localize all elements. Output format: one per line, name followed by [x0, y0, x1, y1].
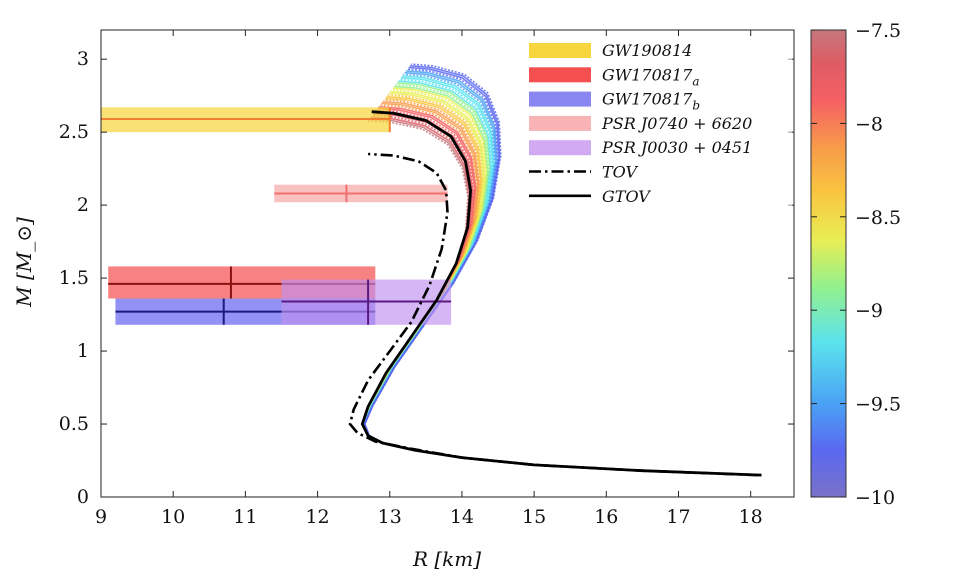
- legend-label: PSR J0740 + 6620: [601, 114, 752, 133]
- legend-label: GW170817a: [602, 65, 699, 88]
- legend-label: GW170817b: [602, 90, 700, 113]
- x-tick-label: 13: [378, 506, 402, 528]
- plot-frame: [100, 29, 795, 498]
- colorbar-ticks: −7.5 −8 −8.5 −9 −9.5 −10: [811, 20, 901, 509]
- colorbar-tick-label: −9: [855, 300, 883, 322]
- y-tick-label: 2: [77, 194, 89, 216]
- tov-curve: [348, 152, 758, 477]
- x-tick-label: 18: [739, 506, 763, 528]
- x-tick-label: 12: [305, 506, 329, 528]
- y-axis: 0 0.5 1 1.5 2 2.5 3: [59, 48, 794, 508]
- y-tick-label: 1.5: [59, 267, 89, 289]
- x-axis: 9 10 11 12 13 14 15 16 17 18: [95, 30, 763, 528]
- legend-swatch: [529, 115, 591, 131]
- x-axis-title: R [km]: [412, 547, 481, 571]
- legend-swatch: [529, 140, 591, 156]
- x-tick-label: 11: [233, 506, 257, 528]
- y-axis-title: M [M_⊙]: [12, 217, 36, 308]
- colorbar-tick-label: −10: [855, 487, 895, 509]
- gtov-curve: [360, 110, 762, 477]
- y-tick-label: 2.5: [59, 121, 89, 143]
- x-tick-label: 17: [666, 506, 690, 528]
- y-tick-label: 0.5: [59, 413, 89, 435]
- colorbar-tick-label: −8: [855, 113, 883, 135]
- colorbar-tick-label: −9.5: [855, 394, 901, 416]
- colorbar: −7.5 −8 −8.5 −9 −9.5 −10: [810, 20, 901, 509]
- main-curves: [348, 110, 762, 477]
- legend-swatch: [529, 43, 591, 58]
- plot-area: [101, 63, 762, 477]
- legend-label: GTOV: [602, 187, 651, 206]
- legend-label: PSR J0030 + 0451: [601, 138, 752, 157]
- colorbar-tick-label: −8.5: [855, 207, 901, 229]
- y-tick-label: 1: [77, 340, 89, 362]
- y-tick-label: 0: [77, 486, 89, 508]
- legend-swatch: [529, 91, 591, 107]
- x-tick-label: 15: [522, 506, 546, 528]
- y-tick-label: 3: [77, 48, 89, 70]
- legend-swatch: [529, 67, 591, 83]
- colorbar-tick-label: −7.5: [855, 20, 901, 42]
- x-tick-label: 10: [161, 506, 185, 528]
- x-tick-label: 9: [95, 506, 107, 528]
- legend-label: TOV: [602, 163, 639, 182]
- x-tick-label: 16: [594, 506, 618, 528]
- colorbar-gradient: [810, 29, 847, 498]
- legend-label: GW190814: [602, 41, 692, 60]
- constraint-bands: [101, 107, 452, 325]
- x-tick-label: 14: [450, 506, 474, 528]
